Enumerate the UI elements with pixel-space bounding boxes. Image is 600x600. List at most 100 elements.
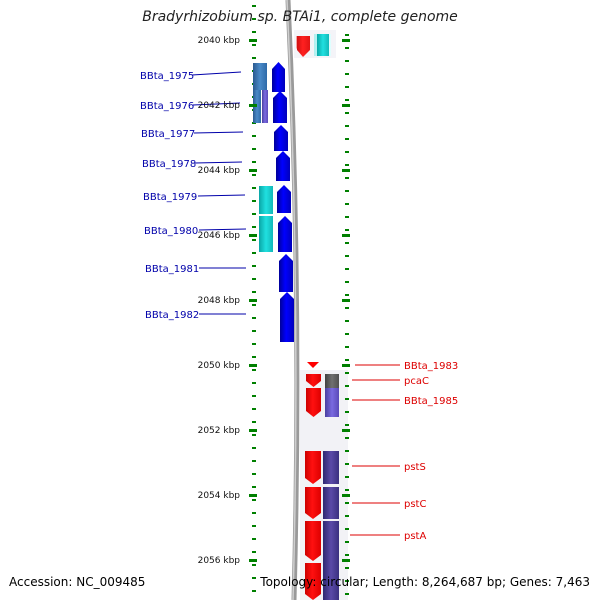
right-tick <box>345 554 349 556</box>
left-tick <box>252 395 256 397</box>
right-tick <box>345 34 349 36</box>
scale-major-tick <box>249 429 257 432</box>
gene-arrow-reverse <box>305 487 321 519</box>
gene-arrow-forward <box>276 151 290 181</box>
left-tick <box>252 434 256 436</box>
left-tick <box>252 18 256 20</box>
gene-arrow-forward <box>273 91 287 123</box>
left-tick <box>252 187 256 189</box>
scale-label: 2044 kbp <box>198 166 241 176</box>
scale-major-tick <box>342 364 350 367</box>
left-leader-line <box>197 194 246 197</box>
scale-major-tick <box>342 494 350 497</box>
right-gene-label: BBta_1985 <box>404 396 458 407</box>
gene-arrow-forward <box>274 125 288 151</box>
left-gene-label: BBta_1976 <box>140 101 194 112</box>
scale-major-tick <box>342 429 350 432</box>
feature-left-cyan-1 <box>259 186 273 214</box>
right-tick <box>345 593 349 595</box>
genes-label: Genes: <box>509 575 552 589</box>
right-tick <box>345 99 349 101</box>
left-tick <box>252 343 256 345</box>
gene-arrow-reverse <box>305 521 321 561</box>
left-tick <box>252 148 256 150</box>
left-tick <box>252 304 256 306</box>
scale-major-tick <box>249 299 257 302</box>
left-tick <box>252 226 256 228</box>
scale-major-tick <box>342 559 350 562</box>
right-tick <box>345 450 349 452</box>
right-tick <box>345 307 349 309</box>
scale-labels: 2040 kbp 2042 kbp 2044 kbp 2046 kbp 2048 kbp… <box>198 36 350 566</box>
gene-arrow-forward <box>280 292 294 342</box>
gene-arrow-reverse <box>307 362 319 368</box>
left-tick <box>252 356 256 358</box>
genome-backbone <box>285 0 300 600</box>
left-tick <box>252 525 256 527</box>
scale-major-tick <box>249 169 257 172</box>
left-tick <box>252 382 256 384</box>
left-gene-label: BBta_1977 <box>141 129 195 140</box>
scale-label: 2048 kbp <box>198 296 241 306</box>
left-tick <box>252 31 256 33</box>
right-tick <box>345 411 349 413</box>
feature-top-cyan <box>317 34 329 56</box>
accession-info: Accession: NC_009485 <box>9 575 145 589</box>
right-tick <box>345 320 349 322</box>
left-tick <box>252 252 256 254</box>
left-tick <box>252 57 256 59</box>
right-tick <box>345 177 349 179</box>
right-tick <box>345 203 349 205</box>
right-tick <box>345 385 349 387</box>
left-gene-label: BBta_1975 <box>140 71 194 82</box>
feature-right-gray <box>325 374 339 388</box>
feature-right-purple-3 <box>323 521 339 600</box>
right-tick <box>345 216 349 218</box>
right-tick <box>345 567 349 569</box>
right-tick <box>345 515 349 517</box>
right-tick <box>345 164 349 166</box>
left-tick <box>252 200 256 202</box>
right-tick <box>345 528 349 530</box>
scale-label: 2050 kbp <box>198 361 241 371</box>
genome-backbone-highlight <box>286 0 297 600</box>
left-tick <box>252 174 256 176</box>
gene-arrow-forward <box>277 185 291 213</box>
left-leader-line <box>193 131 244 134</box>
left-tick <box>252 499 256 501</box>
left-tick-track <box>252 5 256 592</box>
left-tick <box>252 551 256 553</box>
left-tick <box>252 564 256 566</box>
right-tick <box>345 424 349 426</box>
right-gene-label: pcaC <box>404 376 429 387</box>
right-tick <box>345 333 349 335</box>
gene-arrows <box>272 62 321 600</box>
right-tick <box>345 489 349 491</box>
accession-label: Accession: <box>9 575 73 589</box>
right-tick <box>345 190 349 192</box>
left-tick <box>252 135 256 137</box>
right-tick <box>345 125 349 127</box>
left-gene-label: BBta_1982 <box>145 310 199 321</box>
left-tick <box>252 486 256 488</box>
feature-right-purple-1 <box>323 451 339 484</box>
right-gene-label: BBta_1983 <box>404 361 458 372</box>
left-tick <box>252 538 256 540</box>
scale-label: 2046 kbp <box>198 231 241 241</box>
right-tick <box>345 281 349 283</box>
left-tick <box>252 473 256 475</box>
right-tick <box>345 476 349 478</box>
accession-value: NC_009485 <box>76 575 146 589</box>
right-tick <box>345 86 349 88</box>
left-tick <box>252 265 256 267</box>
label-leaders <box>191 71 400 536</box>
right-tick-track <box>345 34 349 595</box>
feature-left-steel-1 <box>253 63 267 90</box>
left-tick <box>252 577 256 579</box>
right-tick <box>345 242 349 244</box>
scale-major-tick <box>249 234 257 237</box>
right-tick <box>345 73 349 75</box>
scale-major-tick <box>249 104 257 107</box>
scale-major-tick <box>342 39 350 42</box>
